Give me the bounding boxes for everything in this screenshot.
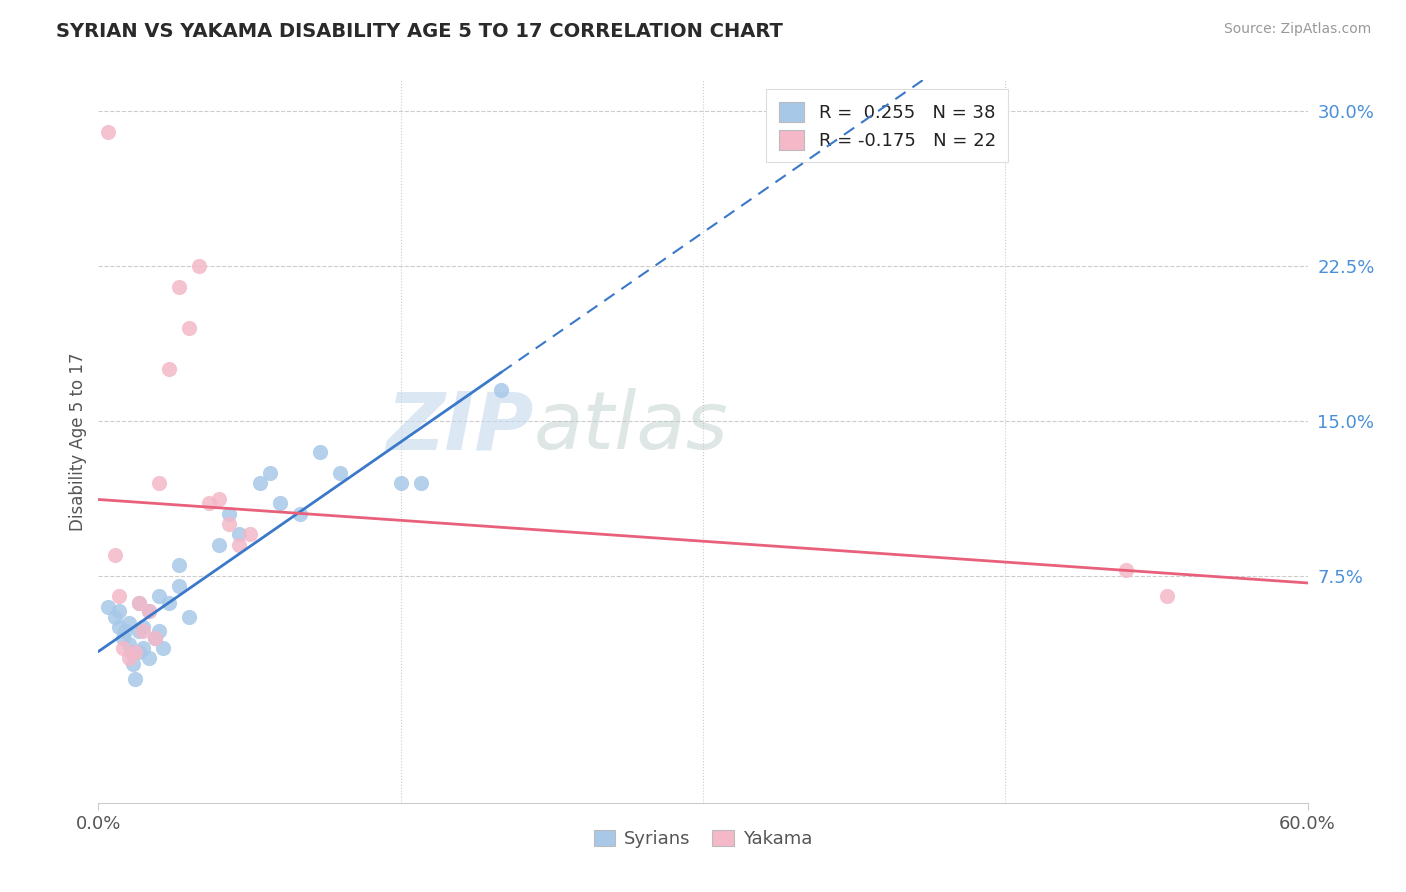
- Point: [269, 496, 291, 510]
- Point: [138, 651, 160, 665]
- Point: [179, 321, 201, 335]
- Point: [120, 645, 142, 659]
- Point: [138, 604, 160, 618]
- Point: [97, 125, 120, 139]
- Point: [118, 651, 141, 665]
- Point: [103, 610, 125, 624]
- Point: [107, 620, 129, 634]
- Point: [152, 640, 174, 655]
- Point: [218, 507, 240, 521]
- Y-axis label: Disability Age 5 to 17: Disability Age 5 to 17: [69, 352, 87, 531]
- Point: [157, 596, 180, 610]
- Point: [249, 475, 271, 490]
- Point: [118, 637, 141, 651]
- Point: [128, 596, 150, 610]
- Point: [309, 445, 332, 459]
- Text: ZIP: ZIP: [387, 388, 534, 467]
- Point: [228, 527, 250, 541]
- Point: [132, 640, 155, 655]
- Text: SYRIAN VS YAKAMA DISABILITY AGE 5 TO 17 CORRELATION CHART: SYRIAN VS YAKAMA DISABILITY AGE 5 TO 17 …: [56, 22, 783, 41]
- Point: [167, 558, 190, 573]
- Point: [157, 362, 180, 376]
- Point: [491, 383, 513, 397]
- Point: [1156, 590, 1178, 604]
- Point: [208, 492, 231, 507]
- Point: [111, 631, 134, 645]
- Point: [329, 466, 352, 480]
- Point: [389, 475, 412, 490]
- Point: [167, 279, 190, 293]
- Point: [167, 579, 190, 593]
- Point: [143, 631, 166, 645]
- Point: [179, 610, 201, 624]
- Point: [128, 624, 150, 639]
- Point: [103, 548, 125, 562]
- Point: [259, 466, 281, 480]
- Point: [228, 538, 250, 552]
- Point: [138, 604, 160, 618]
- Point: [148, 624, 170, 639]
- Point: [124, 645, 146, 659]
- Point: [198, 496, 221, 510]
- Point: [124, 672, 146, 686]
- Point: [239, 527, 262, 541]
- Text: atlas: atlas: [534, 388, 728, 467]
- Text: Source: ZipAtlas.com: Source: ZipAtlas.com: [1223, 22, 1371, 37]
- Point: [111, 640, 134, 655]
- Point: [97, 599, 120, 614]
- Point: [107, 604, 129, 618]
- Point: [143, 631, 166, 645]
- Point: [1115, 562, 1137, 576]
- Point: [288, 507, 311, 521]
- Point: [218, 517, 240, 532]
- Point: [148, 590, 170, 604]
- Point: [132, 624, 155, 639]
- Point: [121, 657, 143, 672]
- Point: [132, 620, 155, 634]
- Point: [148, 475, 170, 490]
- Point: [114, 624, 136, 639]
- Point: [128, 645, 150, 659]
- Point: [409, 475, 432, 490]
- Point: [208, 538, 231, 552]
- Legend: Syrians, Yakama: Syrians, Yakama: [593, 830, 813, 848]
- Point: [107, 590, 129, 604]
- Point: [188, 259, 211, 273]
- Point: [118, 616, 141, 631]
- Point: [128, 596, 150, 610]
